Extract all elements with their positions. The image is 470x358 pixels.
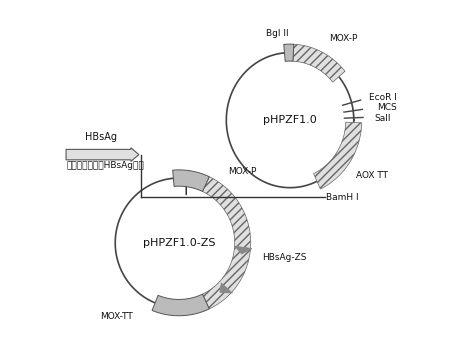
FancyArrow shape <box>66 148 139 161</box>
Text: pHPZF1.0-ZS: pHPZF1.0-ZS <box>143 238 215 248</box>
Text: Bgl II: Bgl II <box>266 29 289 38</box>
Text: SalI: SalI <box>374 114 391 123</box>
Text: pHPZF1.0: pHPZF1.0 <box>263 115 317 125</box>
Text: BamH I: BamH I <box>326 193 359 202</box>
Polygon shape <box>220 283 233 293</box>
Polygon shape <box>313 122 362 189</box>
Polygon shape <box>172 170 209 192</box>
Polygon shape <box>152 294 209 316</box>
Polygon shape <box>284 44 294 61</box>
Text: AOX TT: AOX TT <box>356 170 388 179</box>
Text: MOX-TT: MOX-TT <box>101 313 133 321</box>
Text: MOX-P: MOX-P <box>228 167 257 176</box>
Text: HBsAg-ZS: HBsAg-ZS <box>262 253 306 262</box>
Text: EcoR I: EcoR I <box>369 93 397 102</box>
Text: HBsAg: HBsAg <box>85 132 117 142</box>
Text: MCS: MCS <box>377 103 397 112</box>
Polygon shape <box>203 177 251 309</box>
Polygon shape <box>293 44 345 82</box>
Polygon shape <box>235 246 252 254</box>
Text: 密码子优化后的HBsAg基因: 密码子优化后的HBsAg基因 <box>66 161 144 170</box>
Text: MOX-P: MOX-P <box>329 34 358 43</box>
